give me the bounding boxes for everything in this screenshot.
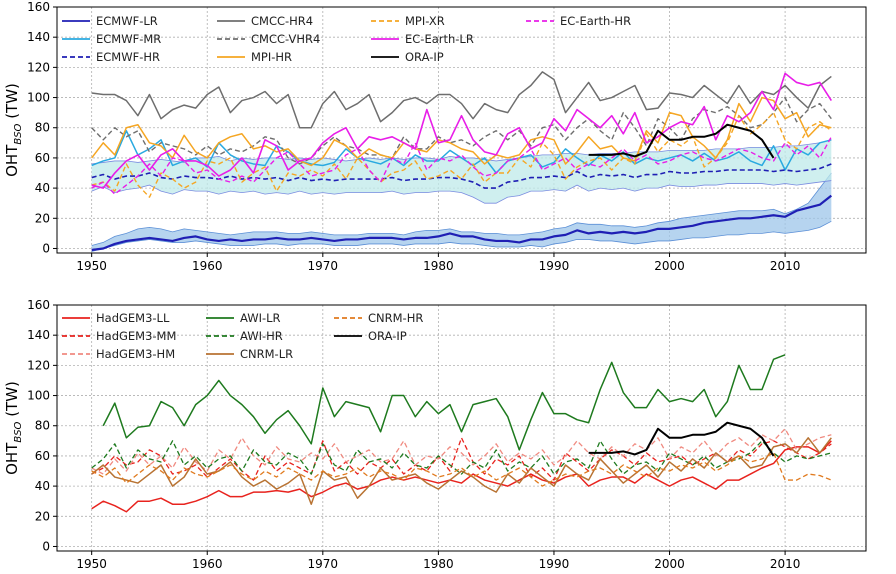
x-tick-label: 2000 xyxy=(654,259,685,273)
legend-label: CMCC-HR4 xyxy=(251,14,313,28)
y-tick-label: 160 xyxy=(27,0,50,14)
x-tick-label: 1950 xyxy=(76,259,107,273)
y-axis-label-subscript: BSO xyxy=(13,421,24,442)
x-tick-label: 1980 xyxy=(423,557,454,570)
series-line-cmcc-hr4 xyxy=(91,71,832,129)
series-line-mpi-xr xyxy=(91,111,832,198)
plot-area xyxy=(91,354,832,513)
band-edge-lower xyxy=(91,220,832,252)
ticks: 1950 1960 1970 1980 1990 2000 2010 0 20 40 60 80 100… xyxy=(27,0,800,273)
x-tick-label: 1960 xyxy=(192,557,223,570)
legend-label: HadGEM3-LL xyxy=(96,311,170,325)
legend-label: CNRM-LR xyxy=(240,347,293,361)
y-tick-label: 80 xyxy=(35,419,50,433)
series-line-ora-ip xyxy=(588,123,775,159)
x-tick-label: 2010 xyxy=(770,259,801,273)
band-edge-lower xyxy=(91,180,832,204)
y-tick-label: 60 xyxy=(35,151,50,165)
legend-label: CNRM-HR xyxy=(368,311,423,325)
y-axis-label-unit: (TW) xyxy=(3,83,21,123)
series-line-ora-ip xyxy=(588,421,775,457)
y-axis-label-unit: (TW) xyxy=(3,381,21,421)
legend-label: ECMWF-LR xyxy=(96,14,158,28)
x-tick-label: 2000 xyxy=(654,557,685,570)
y-tick-label: 60 xyxy=(35,449,50,463)
legend-label: EC-Earth-HR xyxy=(560,14,631,28)
legend-label: ECMWF-HR xyxy=(96,50,160,64)
series-line-cmcc-vhr4 xyxy=(91,96,832,165)
y-tick-label: 100 xyxy=(27,389,50,403)
series-line-mpi-hr xyxy=(91,96,832,167)
y-tick-label: 0 xyxy=(42,241,50,255)
y-tick-label: 120 xyxy=(27,358,50,372)
x-tick-label: 1990 xyxy=(539,259,570,273)
legend-label: AWI-LR xyxy=(240,311,281,325)
y-tick-label: 140 xyxy=(27,30,50,44)
y-tick-label: 80 xyxy=(35,121,50,135)
x-tick-label: 1970 xyxy=(308,557,339,570)
y-axis-label: OHTBSO (TW) xyxy=(3,83,24,177)
y-axis-label-main: OHT xyxy=(3,144,21,177)
legend-label: ORA-IP xyxy=(368,329,407,343)
top-panel: 1950 1960 1970 1980 1990 2000 2010 0 20 40 60 80 100… xyxy=(3,0,867,273)
series-line-ecmwf-lr xyxy=(91,194,833,252)
y-axis-label: OHTBSO (TW) xyxy=(3,381,24,475)
x-tick-label: 1990 xyxy=(539,557,570,570)
axes-frame xyxy=(56,304,867,552)
y-axis-label-subscript: BSO xyxy=(13,123,24,144)
series-line-ecmwf-hr xyxy=(91,163,832,189)
bottom-panel: 1950 1960 1970 1980 1990 2000 2010 0 20 40 60 80 100… xyxy=(3,298,867,571)
legend-label: EC-Earth-LR xyxy=(405,32,474,46)
y-axis-label-main: OHT xyxy=(3,442,21,475)
y-tick-label: 40 xyxy=(35,181,50,195)
y-tick-label: 0 xyxy=(42,539,50,553)
legend-label: ORA-IP xyxy=(405,50,444,64)
legend-label: ECMWF-MR xyxy=(96,32,161,46)
series-line-awi-hr xyxy=(91,440,832,475)
y-tick-label: 100 xyxy=(27,91,50,105)
legend-label: CMCC-VHR4 xyxy=(251,32,320,46)
x-tick-label: 2010 xyxy=(770,557,801,570)
y-tick-label: 20 xyxy=(35,509,50,523)
plot-area xyxy=(91,71,833,252)
legend-label: AWI-HR xyxy=(240,329,283,343)
legend-label: HadGEM3-HM xyxy=(96,347,175,361)
y-tick-label: 160 xyxy=(27,298,50,312)
ticks: 1950 1960 1970 1980 1990 2000 2010 0 20 40 60 80 100… xyxy=(27,298,801,571)
band-edge-upper xyxy=(91,172,832,246)
series-line-ec-earth-lr xyxy=(91,72,833,189)
legend-label: HadGEM3-MM xyxy=(96,329,176,343)
series-line-cnrm-hr xyxy=(91,452,832,487)
y-tick-label: 120 xyxy=(27,60,50,74)
axes-frame xyxy=(56,6,867,254)
legend-label: MPI-HR xyxy=(251,50,292,64)
series-line-ec-earth-hr xyxy=(91,136,832,195)
series-line-hadgem3-hm xyxy=(91,428,832,475)
x-tick-label: 1960 xyxy=(192,259,223,273)
legend: ECMWF-LR ECMWF-MR ECMWF-HR CMCC-HR4 CMCC-VHR… xyxy=(62,14,631,64)
x-tick-label: 1950 xyxy=(76,557,107,570)
series-line-hadgem3-ll xyxy=(91,440,832,513)
series-line-ecmwf-mr xyxy=(91,130,832,174)
y-tick-label: 20 xyxy=(35,211,50,225)
legend-label: MPI-XR xyxy=(405,14,445,28)
x-tick-label: 1970 xyxy=(308,259,339,273)
x-tick-label: 1980 xyxy=(423,259,454,273)
legend: HadGEM3-LL HadGEM3-MM HadGEM3-HM AWI-LR AWI-… xyxy=(62,311,423,361)
series-line-awi-lr xyxy=(102,354,786,451)
series-line-cnrm-lr xyxy=(91,437,832,505)
y-tick-label: 40 xyxy=(35,479,50,493)
y-tick-label: 140 xyxy=(27,328,50,342)
